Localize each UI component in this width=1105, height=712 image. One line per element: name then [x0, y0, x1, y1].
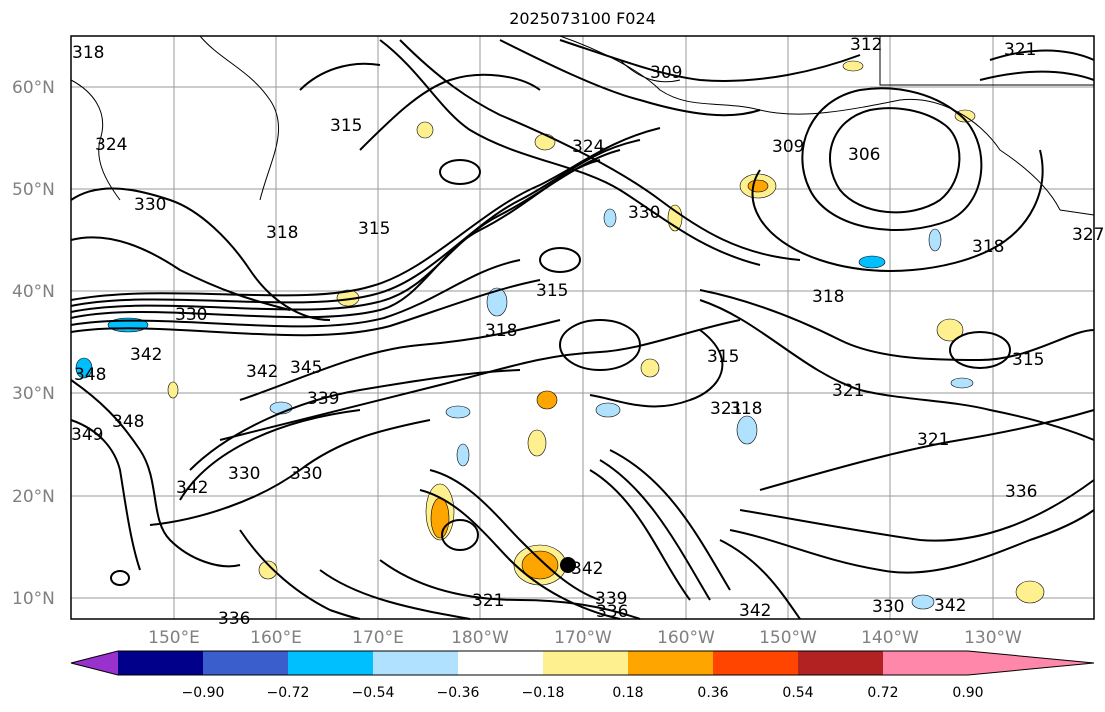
- lon-label: 150°E: [148, 628, 200, 648]
- lat-label: 40°N: [12, 282, 55, 302]
- contour-label: 318: [812, 287, 844, 307]
- colorbar-segment: [713, 651, 798, 675]
- contour-label: 342: [246, 362, 278, 382]
- contour-label: 330: [134, 195, 166, 215]
- contour-label: 348: [74, 365, 106, 385]
- colorbar-tick-label: −0.54: [352, 685, 395, 701]
- contour-label: 342: [130, 345, 162, 365]
- lon-label: 140°W: [861, 628, 919, 648]
- colorbar-segment: [798, 651, 883, 675]
- contour-label: 342: [739, 601, 771, 621]
- contour-label: 318: [972, 237, 1004, 257]
- colorbar-tick-label: −0.36: [437, 685, 480, 701]
- lon-label: 180°W: [451, 628, 509, 648]
- storm-center-marker: [560, 557, 576, 573]
- colorbar-segment: [628, 651, 713, 675]
- contour-lines: [70, 39, 1095, 620]
- contour-label: 330: [175, 305, 207, 325]
- contour-label: 315: [707, 347, 739, 367]
- lat-label: 30°N: [12, 384, 55, 404]
- contour-label: 321: [710, 399, 742, 419]
- colorbar-segment: [288, 651, 373, 675]
- contour-label: 342: [934, 596, 966, 616]
- lon-label: 160°W: [657, 628, 715, 648]
- contour-label: 315: [536, 281, 568, 301]
- colorbar-segment: [543, 651, 628, 675]
- colorbar-segment: [203, 651, 288, 675]
- lon-label: 160°E: [250, 628, 302, 648]
- contour-label: 330: [290, 464, 322, 484]
- colorbar-extend-high: [968, 651, 1094, 675]
- contour-label: 324: [95, 135, 127, 155]
- contour-label: 318: [485, 321, 517, 341]
- contour-label: 336: [596, 602, 628, 622]
- contour-label: 339: [307, 389, 339, 409]
- colorbar-tick-label: −0.18: [522, 685, 565, 701]
- colorbar-tick-label: 0.72: [867, 685, 898, 701]
- lon-label: 150°W: [759, 628, 817, 648]
- contour-label: 345: [290, 358, 322, 378]
- map-border: [70, 35, 1095, 620]
- colorbar-segment: [118, 651, 203, 675]
- colorbar-tick-label: 0.18: [612, 685, 643, 701]
- map-title: 2025073100 F024: [509, 9, 656, 28]
- contour-label: 309: [650, 63, 682, 83]
- longitude-labels: 150°E 160°E 170°E 180°W 170°W 160°W 150°…: [148, 628, 1022, 648]
- contour-label: 349: [71, 425, 103, 445]
- contour-label-group: 318 324 330 318 315 315 330 342 345 339 …: [71, 35, 1104, 629]
- contour-label: 324: [572, 137, 604, 157]
- contour-label: 315: [1012, 350, 1044, 370]
- colorbar-tick-label: −0.72: [267, 685, 310, 701]
- colorbar-tick-label: 0.54: [782, 685, 813, 701]
- colorbar-tick-label: 0.90: [952, 685, 983, 701]
- contour-label: 330: [628, 203, 660, 223]
- contour-label: 342: [571, 559, 603, 579]
- lon-label: 170°E: [352, 628, 404, 648]
- colorbar-tick-label: 0.36: [697, 685, 728, 701]
- colorbar-tick-label: −0.90: [182, 685, 225, 701]
- contour-label: 327: [1072, 225, 1104, 245]
- colorbar: −0.90 −0.72 −0.54 −0.36 −0.18 0.18 0.36 …: [70, 650, 1095, 701]
- colorbar-segment: [883, 651, 968, 675]
- contour-label: 321: [832, 381, 864, 401]
- lat-label: 20°N: [12, 487, 55, 507]
- contour-label: 318: [730, 399, 762, 419]
- lat-label: 60°N: [12, 78, 55, 98]
- contour-label: 318: [266, 223, 298, 243]
- coastlines: [70, 35, 1095, 216]
- shaded-patches: [75, 60, 1045, 610]
- contour-label: 306: [848, 145, 880, 165]
- colorbar-outline: [70, 650, 1095, 676]
- contour-label: 342: [176, 478, 208, 498]
- latitude-labels: 60°N 50°N 40°N 30°N 20°N 10°N: [12, 78, 55, 609]
- contour-label: 315: [330, 116, 362, 136]
- contour-label: 318: [72, 43, 104, 63]
- contour-label: 339: [595, 589, 627, 609]
- lon-label: 170°W: [554, 628, 612, 648]
- contour-label: 330: [872, 597, 904, 617]
- contour-label: 321: [917, 430, 949, 450]
- colorbar-extend-low: [71, 651, 118, 675]
- contour-label: 321: [472, 591, 504, 611]
- contour-label: 330: [228, 464, 260, 484]
- colorbar-segment: [373, 651, 458, 675]
- colorbar-segment: [458, 651, 543, 675]
- lat-label: 50°N: [12, 180, 55, 200]
- contour-label: 312: [850, 35, 882, 55]
- contour-label: 309: [772, 137, 804, 157]
- contour-label: 348: [112, 412, 144, 432]
- contour-label: 315: [358, 219, 390, 239]
- contour-label: 321: [1004, 40, 1036, 60]
- contour-label: 336: [1005, 482, 1037, 502]
- lat-label: 10°N: [12, 589, 55, 609]
- lon-label: 130°W: [964, 628, 1022, 648]
